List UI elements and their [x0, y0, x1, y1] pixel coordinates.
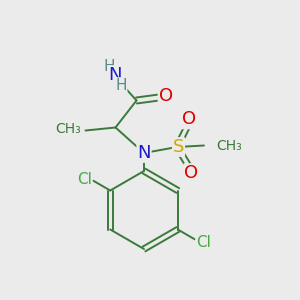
Text: Cl: Cl [77, 172, 92, 187]
Text: O: O [184, 164, 199, 182]
Text: O: O [158, 87, 173, 105]
Text: CH₃: CH₃ [216, 139, 242, 152]
Text: Cl: Cl [196, 235, 211, 250]
Text: H: H [104, 58, 115, 74]
Text: S: S [173, 138, 184, 156]
Text: CH₃: CH₃ [55, 122, 81, 136]
Text: O: O [182, 110, 196, 128]
Text: N: N [108, 66, 122, 84]
Text: H: H [115, 78, 127, 93]
Text: N: N [137, 144, 151, 162]
